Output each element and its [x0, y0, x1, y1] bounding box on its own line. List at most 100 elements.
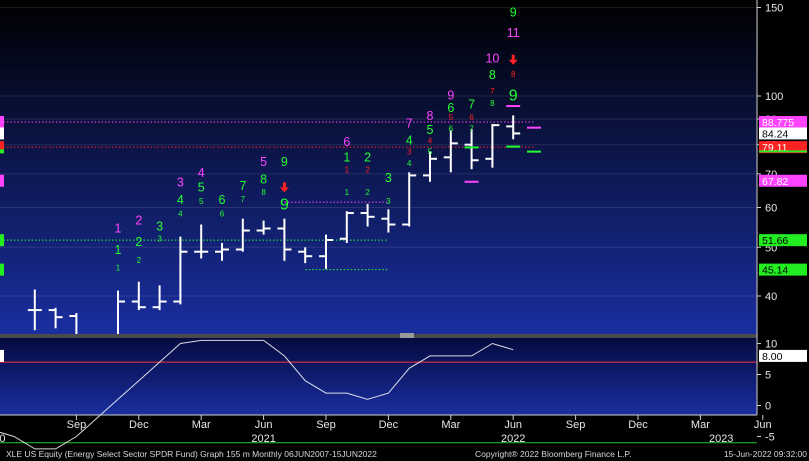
sequential-count-label: 6 — [220, 209, 225, 218]
ohlc-bar — [27, 289, 42, 331]
sequential-count-label: 9 — [447, 88, 454, 102]
sequential-count-label: 2 — [135, 214, 142, 228]
sequential-count-label: 3 — [385, 171, 392, 185]
value-badge: 84.24 — [0, 127, 807, 140]
footer-timestamp: 15-Jun-2022 09:32:00 — [724, 449, 807, 459]
x-axis-year-label: 2021 — [251, 433, 275, 445]
x-axis-month-label: Dec — [628, 419, 648, 431]
ohlc-bar — [443, 130, 458, 173]
value-badge-box — [759, 141, 807, 154]
sequential-count-label: 2 — [365, 188, 370, 197]
value-badge-box — [759, 174, 807, 187]
sequential-count-label: 5 — [449, 113, 454, 122]
sequential-count-label: 8 — [490, 99, 495, 108]
price-tick-label: 60 — [765, 202, 777, 214]
price-tick-label: 40 — [765, 291, 777, 303]
value-badge: 67.82 — [0, 174, 807, 188]
value-badge: 8.00 — [0, 349, 807, 363]
sequential-count-label: 5 — [260, 155, 267, 169]
x-axis-year-label: 2020 — [0, 433, 5, 445]
left-side-marker — [0, 149, 4, 154]
value-badge-box — [759, 234, 807, 247]
value-badge-left-marker — [0, 263, 4, 276]
sequential-count-label: 6 — [343, 135, 350, 149]
value-badge-box — [759, 263, 807, 276]
footer: XLE US Equity (Energy Select Sector SPDR… — [6, 449, 807, 459]
sequential-count-label: 4 — [198, 166, 205, 180]
price-panel: 405060708090100150 111222333444556677588… — [0, 0, 807, 382]
sequential-count-label: 2 — [135, 235, 142, 249]
value-badge-left-marker — [0, 115, 4, 128]
x-axis-year-label: 2023 — [709, 433, 733, 445]
sequential-count-label: 2 — [364, 151, 371, 165]
ohlc-bar — [48, 307, 63, 329]
oscillator-tick-label: 10 — [765, 339, 777, 351]
sequential-count-label: 1 — [115, 222, 122, 236]
sequential-count-label: 5 — [199, 197, 204, 206]
level-lines — [0, 121, 534, 271]
ohlc-bar — [339, 211, 354, 243]
panel-divider-grip[interactable] — [400, 333, 414, 339]
sequential-count-label: 7 — [490, 87, 495, 96]
price-tick-label: 100 — [765, 91, 783, 103]
ohlc-bar — [402, 172, 417, 227]
sequential-count-label: 6 — [447, 101, 454, 115]
value-badge-label: 51.66 — [762, 235, 788, 247]
sequential-count-label: 1 — [345, 165, 350, 174]
sequential-count-label: 7 — [239, 179, 246, 193]
value-badge-label: 88.775 — [762, 117, 794, 129]
value-badge-box — [759, 127, 807, 140]
sequential-count-label: 5 — [198, 181, 205, 195]
oscillator-tick-label: 0 — [765, 401, 771, 413]
price-panel-background — [0, 0, 757, 334]
sequential-count-label: 8 — [427, 109, 434, 123]
price-tick-label: 150 — [765, 2, 783, 14]
ohlc-bar — [319, 234, 333, 269]
price-gridlines: 405060708090100150 — [0, 2, 783, 303]
value-badge: 51.66 — [0, 234, 807, 247]
value-badge: 45.14 — [0, 263, 807, 277]
oscillator-tick-label: -5 — [765, 432, 775, 444]
sequential-count-label: 9 — [281, 155, 288, 169]
ohlc-bar — [235, 218, 250, 252]
sequential-count-label: 1 — [115, 243, 122, 257]
x-axis-month-label: Sep — [67, 419, 87, 431]
value-badge-left-marker — [0, 174, 4, 187]
sequential-count-label: 6 — [219, 193, 226, 207]
oscillator-panel: 10 5 0 -5 8.00 — [0, 338, 807, 450]
sequential-count-label: 5 — [427, 123, 434, 137]
sequential-count-label: 4 — [407, 159, 412, 168]
ohlc-bar — [131, 281, 146, 311]
sequential-count-label: 7 — [406, 117, 413, 131]
sequential-count-label: 3 — [157, 235, 162, 244]
panel-divider[interactable] — [0, 333, 757, 339]
sequential-count-label: 4 — [406, 134, 413, 148]
value-badge-label: 84.24 — [762, 128, 788, 140]
sequential-count-label: 7 — [241, 195, 246, 204]
ohlc-bar — [423, 151, 437, 182]
oscillator-line — [0, 339, 514, 450]
sequential-count-label: 3 — [177, 176, 184, 190]
sequential-count-label: 9 — [280, 196, 289, 213]
x-axis-month-label: Jun — [255, 419, 273, 431]
ohlc-bar — [464, 128, 479, 170]
oscillator-series: 10 5 0 -5 8.00 — [0, 339, 807, 450]
x-axis-month-label: Sep — [316, 419, 336, 431]
ohlc-bar — [152, 285, 167, 311]
sequential-count-label: 3 — [407, 147, 412, 156]
sequential-count-label: 10 — [485, 52, 499, 66]
sequential-count-label: 3 — [156, 219, 163, 233]
panel-divider-bar[interactable] — [0, 334, 757, 338]
oscillator-panel-background — [0, 338, 757, 415]
x-axis-month-label: Dec — [129, 419, 149, 431]
ohlc-bar — [277, 218, 292, 261]
sequential-count-label: 8 — [489, 68, 496, 82]
value-badge-label: 45.14 — [762, 265, 788, 277]
value-badge-left-marker — [0, 127, 4, 140]
x-axis-month-label: Sep — [566, 419, 586, 431]
sequential-count-label: 2 — [365, 165, 370, 174]
x-axis-month-label: Dec — [379, 419, 399, 431]
